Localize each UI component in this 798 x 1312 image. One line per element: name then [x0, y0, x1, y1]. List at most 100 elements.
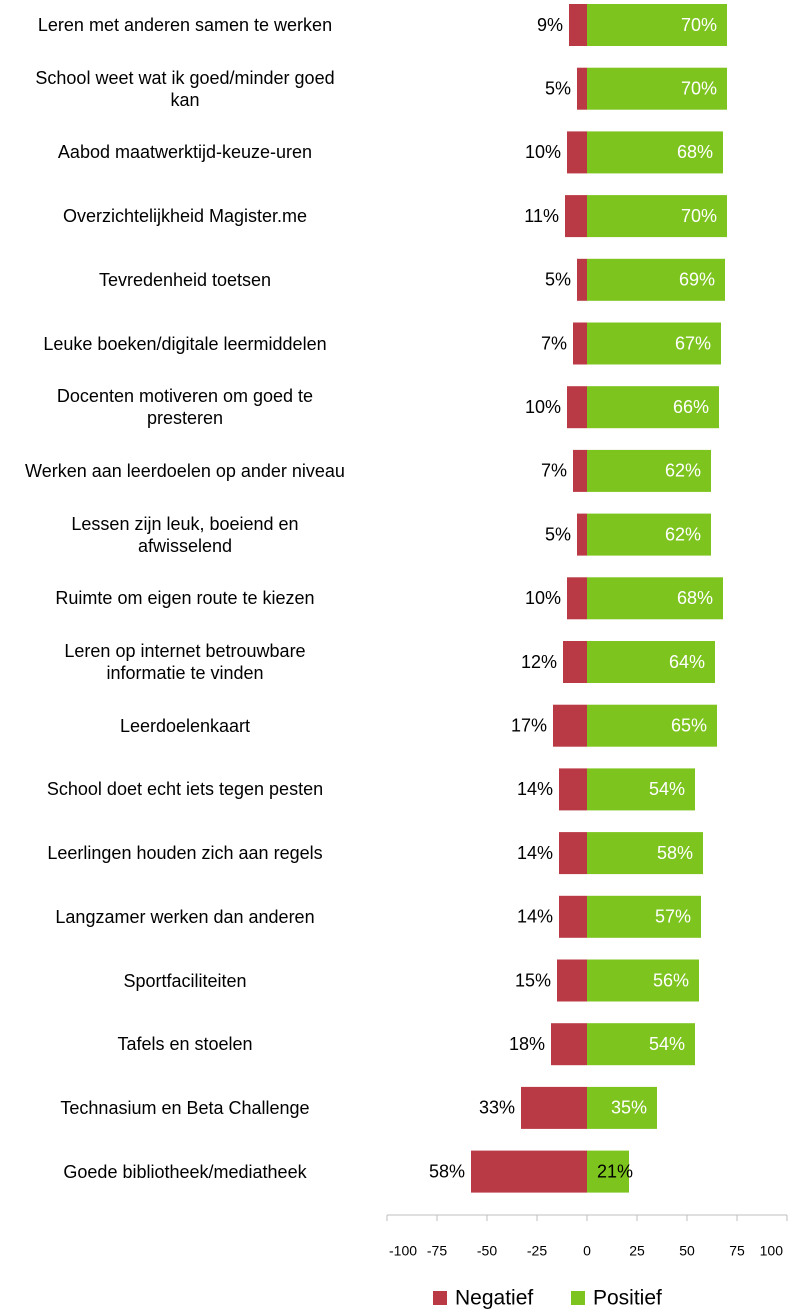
- bar: [569, 4, 587, 46]
- bar: [587, 449, 711, 492]
- value-label: 7%: [541, 461, 567, 481]
- category-label: Leren op internet betrouwbare informatie…: [64, 641, 306, 683]
- value-label: 10%: [525, 588, 561, 608]
- x-tick-label: 100: [760, 1243, 784, 1259]
- category-label: School weet wat ik goed/minder goed kan: [35, 67, 335, 110]
- bar: [587, 704, 717, 747]
- x-tick-label: 50: [679, 1243, 695, 1259]
- bar: [551, 1023, 587, 1066]
- bar: [573, 449, 587, 492]
- bar: [587, 195, 727, 238]
- value-label: 5%: [545, 524, 571, 544]
- category-label: Goede bibliotheek/mediatheek: [63, 1161, 307, 1182]
- value-label: 10%: [525, 397, 561, 417]
- value-label: 9%: [537, 15, 563, 35]
- legend-label: Negatief: [455, 1287, 533, 1310]
- bar: [587, 768, 695, 811]
- value-label: 14%: [517, 907, 553, 927]
- category-label: Langzamer werken dan anderen: [55, 906, 315, 927]
- category-label: Leerlingen houden zich aan regels: [47, 843, 323, 864]
- bar: [587, 258, 725, 301]
- bar: [557, 959, 587, 1002]
- bar: [567, 386, 587, 429]
- value-label: 33%: [479, 1098, 515, 1118]
- value-label: 5%: [545, 270, 571, 290]
- category-label: Lessen zijn leuk, boeiend en afwisselend: [71, 513, 299, 556]
- value-label: 54%: [649, 1034, 685, 1054]
- value-label: 70%: [681, 78, 717, 98]
- value-label: 58%: [657, 843, 693, 863]
- value-label: 11%: [524, 206, 559, 226]
- category-label: Leren met anderen samen te werken: [37, 15, 333, 35]
- value-label: 54%: [649, 779, 685, 799]
- bar: [587, 513, 711, 556]
- bar: [587, 895, 701, 938]
- bar: [587, 131, 723, 174]
- bar: [577, 513, 587, 556]
- value-label: 18%: [509, 1034, 545, 1054]
- value-label: 14%: [517, 843, 553, 863]
- value-label: 35%: [611, 1098, 647, 1118]
- bar: [587, 832, 703, 875]
- category-label: Technasium en Beta Challenge: [60, 1097, 310, 1118]
- value-label: 15%: [515, 970, 551, 990]
- value-label: 67%: [675, 333, 711, 353]
- category-label: Aabod maatwerktijd-keuze-uren: [57, 142, 313, 163]
- value-label: 5%: [545, 78, 571, 98]
- bar: [573, 322, 587, 365]
- category-label: Tevredenheid toetsen: [98, 269, 272, 290]
- value-label: 64%: [669, 652, 705, 672]
- x-tick-label: 25: [629, 1243, 645, 1259]
- category-label: Docenten motiveren om goed te presteren: [56, 386, 314, 429]
- bar: [567, 577, 587, 620]
- bar: [587, 386, 719, 429]
- bar: [577, 258, 587, 301]
- bar: [559, 832, 587, 875]
- x-tick-label: -50: [477, 1243, 497, 1259]
- bar: [565, 195, 587, 238]
- value-label: 68%: [677, 142, 713, 162]
- value-label: 7%: [541, 333, 567, 353]
- bar: [559, 895, 587, 938]
- bar: [559, 768, 587, 811]
- bar: [587, 641, 715, 683]
- bar: [587, 1023, 695, 1066]
- category-label: Leuke boeken/digitale leermiddelen: [43, 333, 327, 354]
- legend-swatch: [433, 1291, 447, 1305]
- legend-label: Positief: [593, 1287, 662, 1310]
- bar: [577, 67, 587, 110]
- value-label: 70%: [681, 15, 717, 35]
- bar: [587, 1086, 657, 1129]
- bar: [587, 322, 721, 365]
- value-label: 62%: [665, 461, 701, 481]
- value-label: 65%: [671, 715, 707, 735]
- value-label: 12%: [521, 652, 557, 672]
- value-label: 66%: [673, 397, 709, 417]
- value-label: 58%: [429, 1161, 465, 1181]
- bar: [587, 67, 727, 110]
- category-label: Tafels en stoelen: [117, 1034, 253, 1055]
- bar: [521, 1086, 587, 1129]
- value-label: 17%: [511, 715, 547, 735]
- bar: [567, 131, 587, 174]
- x-tick-label: -75: [427, 1243, 447, 1259]
- value-label: 14%: [517, 779, 553, 799]
- category-label: Leerdoelenkaart: [119, 715, 251, 736]
- value-label: 10%: [525, 142, 561, 162]
- x-tick-label: 0: [583, 1243, 591, 1259]
- x-tick-label: -25: [527, 1243, 547, 1259]
- bar: [563, 641, 587, 683]
- category-label: Sportfaciliteiten: [123, 970, 247, 991]
- bar: [587, 577, 723, 620]
- value-label: 62%: [665, 524, 701, 544]
- category-label: School doet echt iets tegen pesten: [46, 779, 324, 800]
- category-label: Werken aan leerdoelen op ander niveau: [25, 460, 345, 481]
- bar: [587, 959, 699, 1002]
- category-label: Overzichtelijkheid Magister.me: [62, 206, 308, 227]
- bar: [471, 1150, 587, 1193]
- x-tick-label: -100: [389, 1243, 417, 1259]
- value-label: 21%: [597, 1161, 633, 1181]
- value-label: 69%: [679, 270, 715, 290]
